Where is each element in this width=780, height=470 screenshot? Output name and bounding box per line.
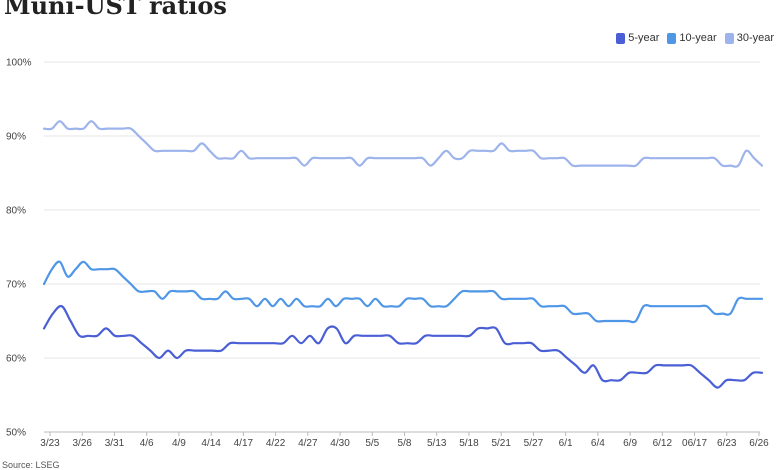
x-tick-label: 3/23 — [40, 438, 60, 449]
x-tick-label: 6/9 — [623, 438, 637, 449]
x-tick-label: 6/26 — [749, 438, 769, 449]
x-tick-label: 4/14 — [201, 438, 221, 449]
legend-label-10-year: 10-year — [679, 32, 717, 44]
series-line-10-year — [42, 260, 764, 324]
legend-item-30-year: 30-year — [724, 32, 774, 44]
y-axis-ticks: 50% 60% 70% 80% 90% 100% — [6, 58, 32, 439]
x-tick-label: 5/8 — [398, 438, 412, 449]
legend-swatch-10-year — [667, 32, 677, 44]
grid-lines — [44, 61, 760, 433]
legend-swatch-30-year — [724, 32, 734, 44]
x-tick-label: 6/23 — [717, 438, 737, 449]
x-tick-label: 4/9 — [172, 438, 186, 449]
series-lines — [42, 120, 764, 389]
legend-swatch-5-year — [616, 32, 626, 44]
y-tick-label: 60% — [6, 354, 26, 365]
x-tick-label: 3/31 — [105, 438, 125, 449]
series-line-5-year — [42, 304, 764, 389]
y-tick-label: 90% — [6, 132, 26, 143]
source-note: Source: LSEG — [2, 460, 60, 470]
legend-label-30-year: 30-year — [736, 32, 774, 44]
chart-title: Muni-UST ratios — [4, 0, 227, 20]
x-tick-label: 4/22 — [266, 438, 286, 449]
y-tick-label: 70% — [6, 280, 26, 291]
x-tick-label: 5/18 — [459, 438, 479, 449]
x-tick-label: 6/1 — [559, 438, 573, 449]
legend: 5-year 10-year 30-year — [616, 32, 774, 44]
x-tick-label: 4/6 — [140, 438, 154, 449]
y-tick-label: 80% — [6, 206, 26, 217]
x-axis-ticks: 3/23 3/26 3/31 4/6 4/9 4/14 4/17 4/22 4/27 4/30 5/… — [40, 432, 769, 449]
y-tick-label: 50% — [6, 428, 26, 439]
series-line-30-year — [42, 120, 764, 168]
legend-item-5-year: 5-year — [616, 32, 659, 44]
x-tick-label: 5/21 — [491, 438, 511, 449]
legend-label-5-year: 5-year — [628, 32, 660, 44]
x-tick-label: 3/26 — [72, 438, 92, 449]
x-tick-label: 5/5 — [365, 438, 379, 449]
x-tick-label: 6/12 — [653, 438, 673, 449]
y-tick-label: 100% — [6, 58, 32, 69]
x-tick-label: 6/4 — [591, 438, 605, 449]
x-tick-label: 4/17 — [234, 438, 254, 449]
x-tick-label: 06/17 — [682, 438, 707, 449]
x-tick-label: 4/27 — [298, 438, 318, 449]
x-tick-label: 5/27 — [524, 438, 544, 449]
legend-item-10-year: 10-year — [667, 32, 717, 44]
x-tick-label: 5/13 — [427, 438, 447, 449]
x-tick-label: 4/30 — [330, 438, 350, 449]
